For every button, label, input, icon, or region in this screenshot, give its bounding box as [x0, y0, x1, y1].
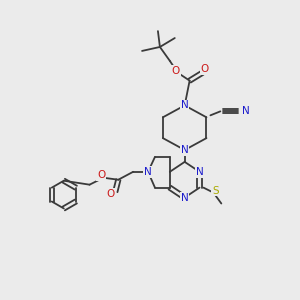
- Text: O: O: [200, 64, 208, 74]
- Text: O: O: [106, 189, 115, 199]
- Text: N: N: [181, 193, 189, 202]
- Text: O: O: [97, 170, 106, 180]
- Text: N: N: [196, 167, 203, 177]
- Text: N: N: [242, 106, 250, 116]
- Text: N: N: [181, 100, 189, 110]
- Text: N: N: [181, 145, 189, 155]
- Text: S: S: [212, 186, 219, 196]
- Text: N: N: [144, 167, 152, 177]
- Text: O: O: [172, 66, 180, 76]
